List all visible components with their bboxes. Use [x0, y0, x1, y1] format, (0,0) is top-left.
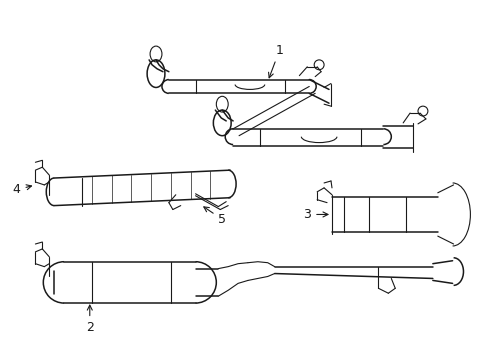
- Text: 4: 4: [13, 183, 31, 196]
- Text: 1: 1: [268, 44, 283, 78]
- Text: 2: 2: [86, 305, 94, 334]
- Text: 5: 5: [203, 207, 226, 226]
- Text: 3: 3: [303, 208, 327, 221]
